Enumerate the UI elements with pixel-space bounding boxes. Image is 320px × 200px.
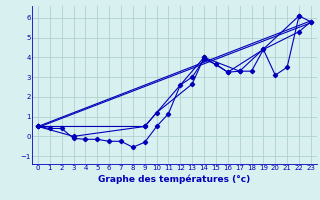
X-axis label: Graphe des températures (°c): Graphe des températures (°c) <box>98 174 251 184</box>
